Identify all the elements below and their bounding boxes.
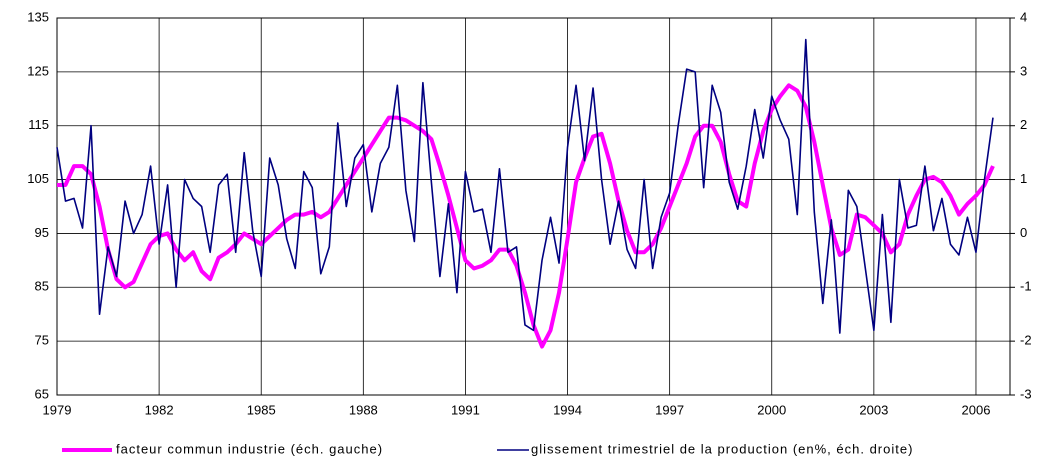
y2-tick-label: 2 — [1020, 117, 1027, 132]
x-tick-label: 2000 — [757, 402, 786, 417]
y-tick-label: 125 — [27, 63, 49, 78]
y-tick-label: 75 — [35, 333, 49, 348]
x-tick-label: 1982 — [145, 402, 174, 417]
x-tick-label: 1979 — [43, 402, 72, 417]
y-tick-label: 135 — [27, 9, 49, 24]
x-tick-label: 1985 — [247, 402, 276, 417]
x-tick-label: 1988 — [349, 402, 378, 417]
x-tick-label: 2006 — [962, 402, 991, 417]
y2-tick-label: -3 — [1020, 386, 1032, 401]
y2-tick-label: -2 — [1020, 333, 1032, 348]
y2-tick-label: -1 — [1020, 279, 1032, 294]
y-tick-label: 95 — [35, 225, 49, 240]
x-tick-label: 2003 — [859, 402, 888, 417]
y2-tick-label: 1 — [1020, 171, 1027, 186]
legend-label: facteur commun industrie (éch. gauche) — [116, 441, 383, 456]
y2-tick-label: 0 — [1020, 225, 1027, 240]
series-line — [56, 38, 994, 334]
series-line — [57, 83, 995, 349]
y-tick-label: 105 — [27, 171, 49, 186]
legend-label: glissement trimestriel de la production … — [531, 441, 913, 456]
x-tick-label: 1997 — [655, 402, 684, 417]
y-tick-label: 115 — [28, 117, 49, 132]
y-tick-label: 65 — [35, 386, 49, 401]
x-tick-label: 1991 — [451, 402, 480, 417]
y2-tick-label: 3 — [1020, 63, 1027, 78]
y2-tick-label: 4 — [1020, 9, 1027, 24]
plot-frame — [56, 17, 1011, 396]
y-tick-label: 85 — [35, 279, 49, 294]
x-tick-label: 1994 — [553, 402, 582, 417]
